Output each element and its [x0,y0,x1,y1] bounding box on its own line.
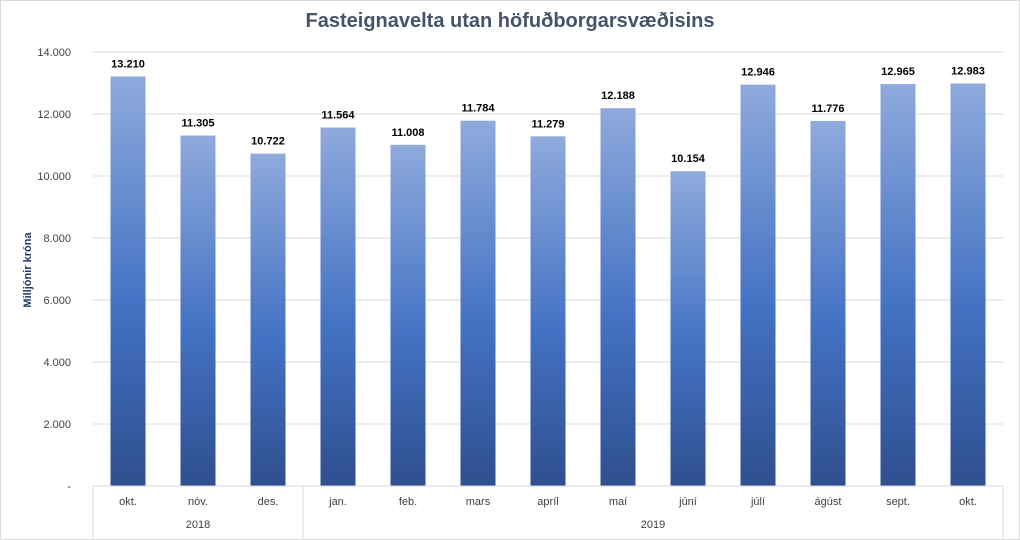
x-tick-label: nóv. [188,496,208,508]
y-tick-label: 10.000 [37,171,71,183]
y-tick-label: - [67,481,71,493]
data-label: 12.188 [601,90,635,102]
y-axis-label: Milljónir króna [22,232,34,308]
bar [810,120,846,486]
x-tick-label: des. [258,496,279,508]
data-label: 12.983 [951,66,985,78]
x-tick-label: júní [678,496,697,508]
data-label: 11.564 [321,110,355,122]
data-label: 12.946 [741,67,775,79]
bar [530,136,566,486]
bar [390,144,426,486]
bar [320,127,356,487]
y-tick-label: 12.000 [37,109,71,121]
x-tick-label: maí [609,496,627,508]
x-tick-label: sept. [886,496,910,508]
y-tick-label: 8.000 [43,233,71,245]
x-tick-label: ágúst [815,496,842,508]
bar [670,171,706,486]
bar [880,84,916,487]
y-tick-label: 6.000 [43,295,71,307]
bar [180,135,216,487]
data-label: 12.965 [881,66,915,78]
x-tick-label: apríl [537,496,558,508]
y-tick-label: 4.000 [43,357,71,369]
x-axis: okt. nóv. des. jan. feb. mars apríl maí júní júlí… [92,485,1004,538]
data-label: 11.008 [391,127,424,139]
bar [460,120,496,487]
bar [740,84,776,486]
group-label: 2018 [186,519,210,531]
x-tick-label: jan. [328,496,347,508]
data-label: 10.722 [251,136,285,148]
y-tick-label: 2.000 [43,419,71,431]
bar [250,153,286,487]
y-tick-label: 14.000 [37,47,71,59]
x-tick-label: feb. [399,496,417,508]
group-label: 2019 [641,519,665,531]
data-label: 11.305 [181,118,214,130]
data-label: 11.784 [461,103,495,115]
y-tick-labels: - 2.000 4.000 6.000 8.000 10.000 12.000 14.000 [37,47,71,493]
bar [110,76,146,487]
data-label: 11.279 [531,118,564,130]
bars [110,76,986,487]
data-label: 10.154 [671,153,706,165]
x-tick-label: mars [466,496,491,508]
x-tick-label: júlí [750,496,765,508]
x-tick-label: okt. [959,496,977,508]
bar [950,83,986,486]
data-label: 13.210 [111,58,145,70]
bar [600,108,636,486]
chart-title: Fasteignavelta utan höfuðborgarsvæðisins [305,10,715,32]
data-label: 11.776 [811,103,844,115]
x-tick-label: okt. [119,496,137,508]
data-labels: 13.210 11.305 10.722 11.564 11.008 11.784 11.2… [111,58,985,165]
